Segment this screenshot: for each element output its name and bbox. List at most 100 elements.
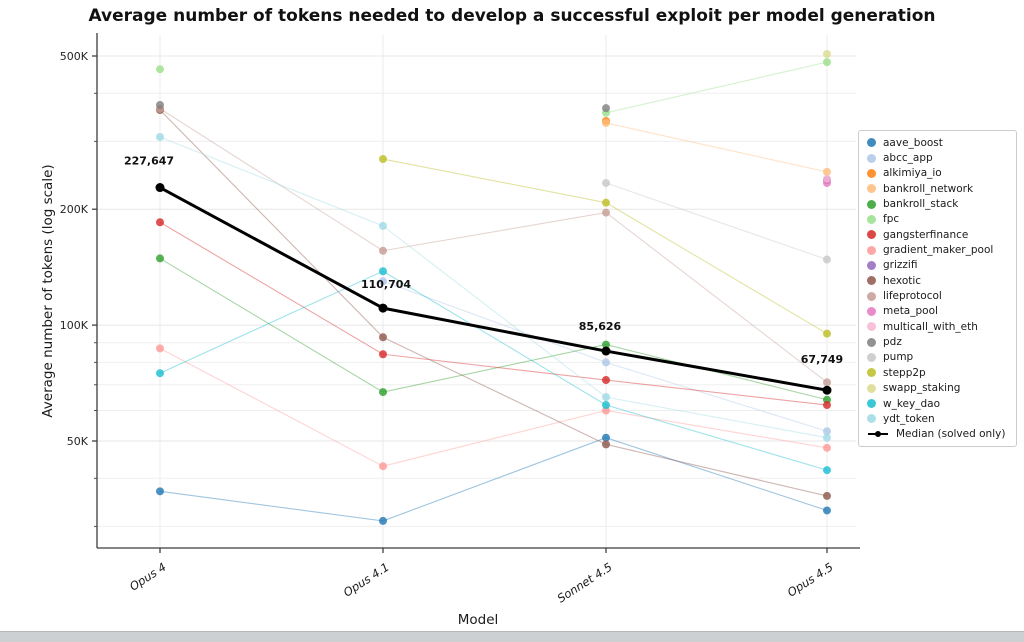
legend-item-aave_boost: aave_boost [867, 135, 1008, 150]
series-point-gradient_maker_pool [823, 443, 831, 452]
series-line-hexotic [159, 109, 384, 338]
legend: aave_boost abcc_app alkimiya_io bankroll_ne… [858, 130, 1017, 447]
series-line-abcc_app [382, 280, 607, 363]
series-line-fpc [605, 61, 828, 114]
legend-label: gangsterfinance [883, 228, 969, 241]
series-line-bankroll_stack [159, 257, 384, 393]
series-point-gangsterfinance [156, 218, 164, 227]
y-tick-label: 500K [60, 50, 89, 63]
series-point-gradient_maker_pool [602, 406, 610, 415]
series-point-bankroll_network [823, 167, 831, 176]
series-point-swapp_staking [823, 50, 831, 59]
median-point [155, 183, 165, 193]
series-line-bankroll_network [605, 122, 828, 173]
series-line-aave_boost [159, 490, 384, 522]
series-line-bankroll_stack [605, 344, 828, 401]
series-line-aave_boost [605, 437, 828, 511]
x-tick-label: Opus 4.5 [785, 560, 836, 600]
legend-label: w_key_dao [883, 397, 940, 410]
legend-swatch-icon [867, 184, 876, 194]
bottom-strip [0, 631, 1024, 642]
x-tick-label: Opus 4.1 [341, 560, 392, 600]
series-point-pdz [602, 104, 610, 113]
series-line-ydt_token [605, 396, 828, 439]
legend-label: hexotic [883, 274, 922, 287]
x-tick-label: Sonnet 4.5 [555, 560, 615, 606]
series-line-gangsterfinance [605, 379, 828, 406]
series-line-gradient_maker_pool [159, 347, 384, 467]
legend-label: grizzifi [883, 259, 918, 272]
series-point-gangsterfinance [823, 401, 831, 410]
legend-label: abcc_app [883, 152, 933, 165]
series-point-fpc [823, 58, 831, 67]
legend-median-icon [868, 431, 888, 438]
series-line-aave_boost [382, 437, 607, 522]
legend-swatch-icon [867, 383, 876, 393]
series-point-abcc_app [379, 277, 387, 286]
series-point-aave_boost [602, 433, 610, 442]
legend-label: ydt_token [883, 412, 935, 425]
legend-label: lifeprotocol [883, 290, 942, 303]
series-point-w_key_dao [602, 401, 610, 410]
legend-label: aave_boost [883, 136, 943, 149]
y-tick-label: 100K [60, 319, 89, 332]
series-point-hexotic [602, 440, 610, 449]
legend-item-bankroll_network: bankroll_network [867, 181, 1008, 196]
legend-swatch-icon [867, 245, 876, 255]
series-point-lifeprotocol [379, 246, 387, 255]
legend-item-abcc_app: abcc_app [867, 151, 1008, 166]
legend-swatch-icon [867, 291, 876, 301]
series-line-gradient_maker_pool [382, 409, 607, 467]
legend-item-multicall_with_eth: multicall_with_eth [867, 319, 1008, 334]
legend-swatch-icon [867, 199, 876, 209]
legend-item-alkimiya_io: alkimiya_io [867, 166, 1008, 181]
chart-title: Average number of tokens needed to devel… [88, 6, 936, 26]
series-point-fpc [156, 65, 164, 74]
median-point [822, 385, 832, 395]
median-line [604, 349, 829, 392]
legend-item-ydt_token: ydt_token [867, 411, 1008, 426]
legend-item-meta_pool: meta_pool [867, 304, 1008, 319]
legend-label: meta_pool [883, 305, 938, 318]
series-line-stepp2p [605, 202, 828, 335]
series-point-bankroll_stack [156, 254, 164, 263]
series-point-stepp2p [602, 198, 610, 207]
y-tick-label: 50K [67, 435, 89, 448]
series-line-ydt_token [382, 225, 607, 398]
series-point-stepp2p [379, 155, 387, 164]
legend-label: fpc [883, 213, 900, 226]
x-tick-label: Opus 4 [127, 560, 169, 594]
legend-label: pump [883, 351, 914, 364]
series-point-pump [823, 255, 831, 264]
legend-item-stepp2p: stepp2p [867, 365, 1008, 380]
series-line-ydt_token [159, 136, 384, 227]
series-point-gangsterfinance [379, 350, 387, 359]
series-line-lifeprotocol [159, 108, 384, 252]
series-line-hexotic [605, 443, 828, 497]
legend-swatch-icon [867, 399, 876, 409]
x-axis-label: Model [457, 612, 499, 628]
legend-swatch-icon [867, 368, 876, 378]
legend-label: Median (solved only) [896, 428, 1006, 441]
median-point [378, 303, 388, 313]
median-point-label: 227,647 [124, 155, 174, 168]
series-point-bankroll_stack [379, 388, 387, 397]
series-line-pump [605, 182, 828, 261]
legend-label: pdz [883, 336, 902, 349]
series-point-abcc_app [823, 427, 831, 436]
legend-item-median: Median (solved only) [867, 427, 1008, 442]
legend-swatch-icon [867, 138, 876, 148]
legend-swatch-icon [867, 214, 876, 224]
legend-item-lifeprotocol: lifeprotocol [867, 289, 1008, 304]
legend-label: gradient_maker_pool [883, 244, 994, 257]
series-point-multicall_with_eth [823, 174, 831, 183]
series-line-gangsterfinance [382, 353, 607, 381]
legend-item-pdz: pdz [867, 335, 1008, 350]
legend-label: bankroll_network [883, 182, 974, 195]
legend-item-bankroll_stack: bankroll_stack [867, 197, 1008, 212]
series-line-w_key_dao [382, 270, 607, 406]
series-line-abcc_app [605, 361, 828, 432]
median-point-label: 85,626 [579, 320, 622, 333]
